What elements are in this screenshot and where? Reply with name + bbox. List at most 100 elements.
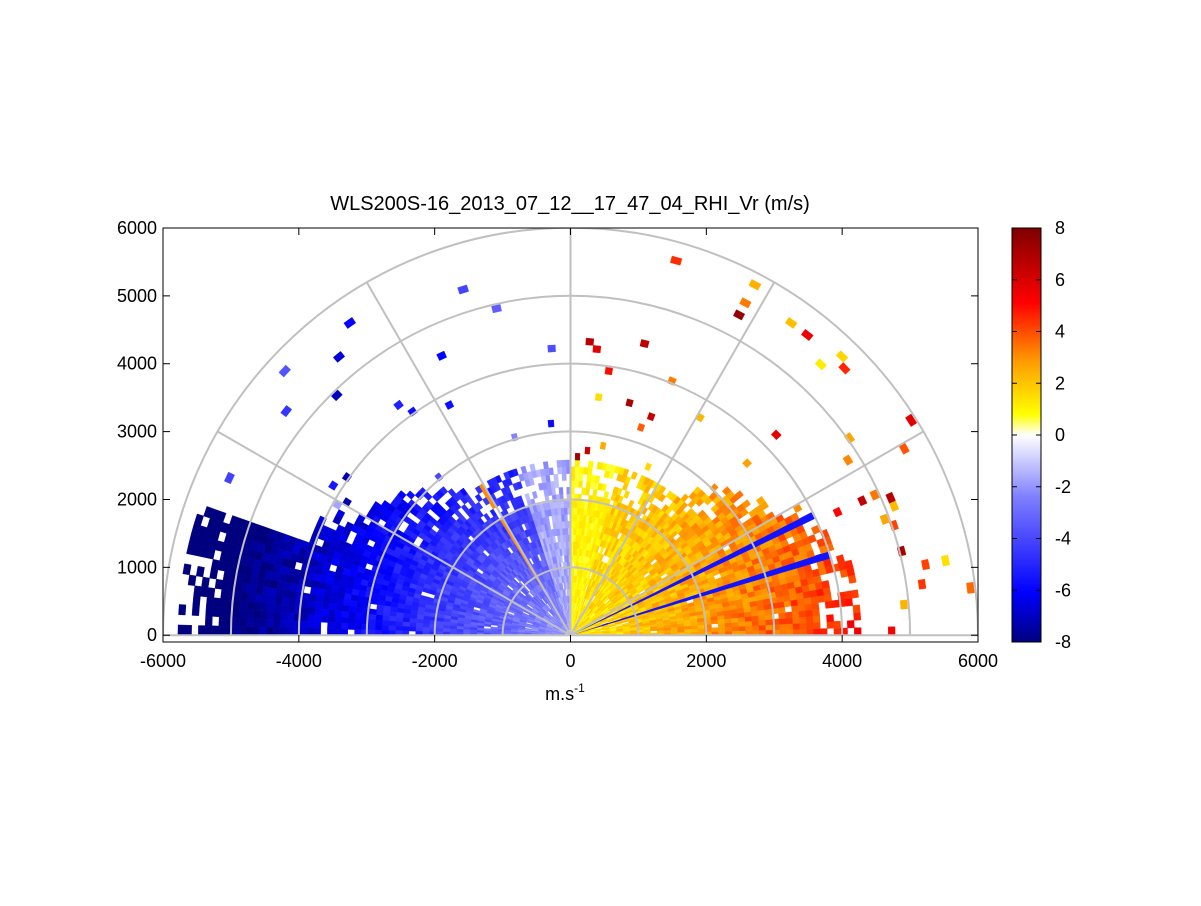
scan-cell [732, 626, 739, 631]
scan-cell [436, 625, 443, 629]
scan-cell [274, 604, 282, 612]
colorbar-tick-label: 0 [1055, 425, 1065, 445]
scan-cell [348, 618, 355, 624]
scan-cell [857, 496, 867, 506]
scan-cell [289, 591, 297, 599]
scan-cell [309, 594, 317, 602]
scan-cell [342, 611, 349, 618]
scan-cell [307, 628, 314, 635]
scan-cell [791, 605, 798, 612]
scan-cell [416, 619, 423, 624]
scan-cell [437, 351, 447, 361]
scan-cell [253, 610, 260, 619]
scan-cell [562, 474, 566, 481]
scan-cell [183, 564, 191, 575]
scan-cell [341, 623, 348, 629]
scan-cell [389, 626, 396, 631]
scan-cell [416, 627, 423, 631]
scan-cell [812, 609, 819, 616]
scan-cell [450, 629, 457, 632]
scan-cell [330, 591, 338, 598]
scan-cell [812, 603, 820, 610]
scan-cell [280, 612, 287, 620]
scan-cell [395, 626, 402, 631]
scan-cell [779, 613, 786, 619]
scan-cell [281, 405, 292, 417]
scan-cell [826, 615, 833, 622]
scan-cell [335, 611, 342, 618]
scan-cell [450, 626, 457, 630]
scan-cell [403, 618, 410, 623]
scan-cell [423, 628, 430, 632]
scan-cell [248, 593, 256, 602]
scan-cell [574, 514, 577, 521]
scan-cell [396, 612, 403, 617]
scan-cell [348, 624, 355, 630]
scan-cell [178, 625, 185, 635]
scan-cell [223, 571, 231, 581]
scan-cell [548, 345, 556, 352]
scan-cell [308, 601, 316, 609]
scan-cell [333, 351, 345, 362]
scan-cell [273, 612, 280, 620]
x-tick-label: -4000 [276, 651, 322, 671]
scan-cell [749, 279, 761, 290]
scan-cell [624, 491, 630, 499]
scan-cell [739, 626, 746, 631]
scan-cell [260, 603, 268, 612]
scan-cell [219, 608, 226, 618]
scan-cell [282, 590, 290, 599]
scan-cell [327, 623, 334, 630]
scan-cell [759, 620, 766, 625]
scan-cell [637, 423, 645, 431]
scan-cell [423, 620, 430, 624]
scan-cell [266, 619, 273, 627]
scan-cell [406, 491, 415, 500]
scan-cell [193, 596, 201, 606]
scan-cell [205, 616, 212, 626]
scan-cell [254, 602, 262, 611]
scan-cell [888, 627, 895, 636]
scan-cell [573, 521, 576, 528]
scan-cell [267, 611, 274, 619]
scan-cell [845, 598, 853, 606]
scan-cell [567, 589, 569, 596]
scan-cell [301, 614, 308, 621]
scan-cell [647, 412, 655, 421]
scan-cell [390, 612, 397, 617]
colorbar-tick-label: -8 [1055, 632, 1071, 652]
scan-cell [530, 464, 536, 472]
scan-cell [718, 627, 725, 631]
scan-cell [206, 607, 213, 617]
scan-cell [215, 579, 223, 589]
scan-cell [194, 514, 204, 526]
scan-cell [300, 621, 307, 628]
x-axis-label-exponent: -1 [574, 681, 585, 695]
scan-cell [521, 466, 527, 474]
scan-cell [579, 467, 584, 474]
scan-cell [409, 618, 416, 623]
colorbar-tick-label: 6 [1055, 270, 1065, 290]
scan-cell [575, 467, 580, 474]
scan-cell [287, 628, 294, 635]
scan-cell [275, 596, 283, 604]
scan-cell [233, 609, 240, 618]
scan-cell [573, 542, 576, 549]
scan-cell [839, 362, 851, 374]
scan-cell [458, 285, 469, 294]
scan-cell [575, 460, 580, 467]
scan-cell [316, 595, 324, 603]
scan-cell [847, 620, 854, 628]
scan-cell [718, 623, 725, 627]
scan-cell [745, 616, 752, 621]
scan-cell [484, 513, 491, 521]
scan-cell [588, 461, 593, 468]
scan-cell [219, 626, 226, 635]
scan-cell [261, 595, 269, 604]
scan-cell [564, 501, 568, 508]
scan-cell [836, 555, 845, 564]
scan-cell [733, 310, 745, 321]
scan-cell [221, 589, 229, 599]
x-tick-label: 2000 [686, 651, 726, 671]
